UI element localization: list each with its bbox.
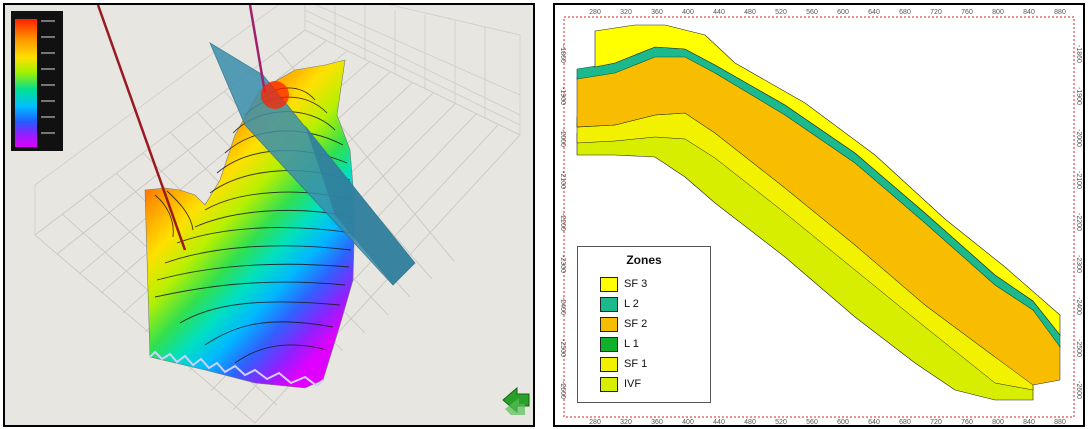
svg-text:-2100: -2100: [1075, 171, 1082, 189]
bottom-axis-tick: 320: [620, 419, 632, 425]
color-scale-bar: [11, 11, 63, 151]
top-axis-tick: 320: [620, 9, 632, 16]
bottom-axis-tick: 280: [589, 419, 601, 425]
bottom-axis-tick: 440: [713, 419, 725, 425]
bottom-axis-tick: 840: [1023, 419, 1035, 425]
svg-text:-1900: -1900: [559, 87, 566, 105]
well-trajectory-1[interactable]: [96, 5, 187, 251]
svg-text:-1860: -1860: [559, 45, 566, 63]
top-axis-tick: 400: [682, 9, 694, 16]
legend-item-sf3: SF 3: [600, 275, 647, 293]
zone-sf3: [594, 24, 1061, 336]
svg-text:-2000: -2000: [1075, 129, 1082, 147]
legend-item-l2: L 2: [600, 295, 639, 313]
svg-text:-2600: -2600: [1075, 381, 1082, 399]
legend-item-l1: L 1: [600, 335, 639, 353]
legend-label: SF 3: [624, 278, 648, 290]
svg-text:-2500: -2500: [559, 339, 566, 357]
left-axis: -1860 -1900 -2000 -2100 -2200 -2300 -240…: [559, 45, 566, 399]
svg-text:-2000: -2000: [559, 129, 566, 147]
legend-item-sf1: SF 1: [600, 355, 647, 373]
zone-bands: [576, 24, 1061, 401]
3d-surface-panel[interactable]: [3, 3, 535, 427]
bottom-axis-tick: 760: [961, 419, 973, 425]
top-axis-tick: 280: [589, 9, 601, 16]
legend-label: L 1: [624, 338, 639, 350]
bottom-axis-tick: 560: [806, 419, 818, 425]
top-axis-tick: 840: [1023, 9, 1035, 16]
bottom-axis-tick: 480: [744, 419, 756, 425]
bottom-axis-tick: 680: [899, 419, 911, 425]
3d-surface-canvas: [5, 5, 533, 425]
legend-swatch: [600, 336, 618, 352]
legend-label: L 2: [624, 298, 639, 310]
bottom-axis-tick: 400: [682, 419, 694, 425]
svg-text:-2400: -2400: [559, 297, 566, 315]
compass-arrow-icon[interactable]: [502, 386, 530, 415]
top-axis-tick: 880: [1054, 9, 1066, 16]
zones-legend: Zones SF 3 L 2 SF 2 L 1 SF 1 IVF: [577, 246, 711, 403]
svg-text:-1860: -1860: [1075, 45, 1082, 63]
legend-swatch: [600, 296, 618, 312]
legend-label: IVF: [624, 378, 642, 390]
legend-swatch: [600, 356, 618, 372]
svg-text:-2200: -2200: [1075, 213, 1082, 231]
grid-walls: [34, 5, 521, 236]
top-axis-tick: 800: [992, 9, 1004, 16]
section-frame: [563, 16, 1075, 418]
bottom-axis-tick: 640: [868, 419, 880, 425]
legend-label: SF 2: [624, 318, 648, 330]
top-axis-tick: 480: [744, 9, 756, 16]
bottom-axis-tick: 720: [930, 419, 942, 425]
top-axis-tick: 640: [868, 9, 880, 16]
bottom-axis-tick: 520: [775, 419, 787, 425]
well-trajectory-2[interactable]: [248, 5, 267, 94]
legend-swatch: [600, 276, 618, 292]
bottom-axis-tick: 800: [992, 419, 1004, 425]
svg-text:-2600: -2600: [559, 381, 566, 399]
svg-text:-2300: -2300: [559, 255, 566, 273]
top-axis: 280 280 320 320 360 360 400 400 440 440 480 480 520 5…: [589, 9, 1066, 425]
bottom-axis-tick: 360: [651, 419, 663, 425]
cross-section-canvas: 280 280 320 320 360 360 400 400 440 440 480 480 520 5…: [559, 9, 1082, 425]
cross-section-panel[interactable]: 280 280 320 320 360 360 400 400 440 440 480 480 520 5…: [553, 3, 1085, 427]
svg-text:-2200: -2200: [559, 213, 566, 231]
top-axis-tick: 560: [806, 9, 818, 16]
top-axis-tick: 600: [837, 9, 849, 16]
svg-text:-1900: -1900: [1075, 87, 1082, 105]
svg-text:-2400: -2400: [1075, 297, 1082, 315]
right-axis: -1860 -1900 -2000 -2100 -2200 -2300 -240…: [1075, 45, 1082, 399]
top-axis-tick: 440: [713, 9, 725, 16]
legend-swatch: [600, 316, 618, 332]
legend-item-sf2: SF 2: [600, 315, 647, 333]
bottom-axis-tick: 880: [1054, 419, 1066, 425]
legend-item-ivf: IVF: [600, 375, 641, 393]
svg-text:-2100: -2100: [559, 171, 566, 189]
legend-label: SF 1: [624, 358, 648, 370]
legend-swatch: [600, 376, 618, 392]
legend-title: Zones: [626, 253, 662, 267]
top-axis-tick: 520: [775, 9, 787, 16]
top-axis-tick: 760: [961, 9, 973, 16]
bottom-axis-tick: 600: [837, 419, 849, 425]
top-axis-tick: 680: [899, 9, 911, 16]
top-axis-tick: 720: [930, 9, 942, 16]
svg-text:-2300: -2300: [1075, 255, 1082, 273]
svg-text:-2500: -2500: [1075, 339, 1082, 357]
top-axis-tick: 360: [651, 9, 663, 16]
